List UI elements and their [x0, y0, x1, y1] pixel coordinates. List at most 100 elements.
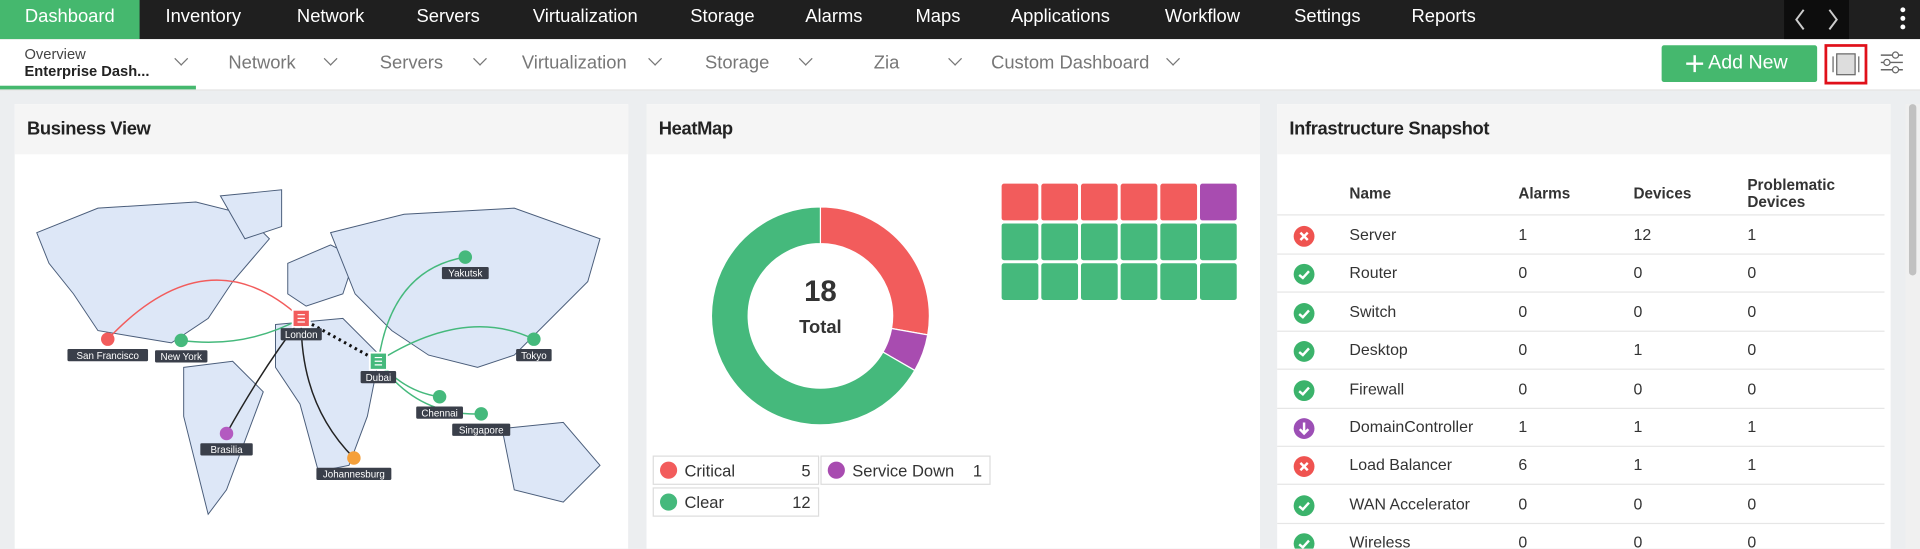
nav-item[interactable]: Settings	[1294, 6, 1361, 27]
infrastructure-panel: Infrastructure Snapshot Name Alarms Device…	[1277, 104, 1891, 549]
heat-cell[interactable]	[1160, 223, 1198, 261]
nav-item[interactable]: Maps	[915, 6, 961, 27]
table-number: 1	[1633, 455, 1643, 475]
row-divider	[1277, 445, 1885, 447]
nav-item[interactable]: Virtualization	[532, 6, 638, 27]
fullscreen-button[interactable]	[1824, 44, 1868, 85]
map-node[interactable]	[219, 426, 234, 441]
device-name[interactable]: WAN Accelerator	[1349, 494, 1470, 513]
device-name[interactable]: Firewall	[1349, 379, 1405, 398]
status-circle	[1293, 495, 1315, 516]
nav-item[interactable]: Network	[296, 6, 365, 27]
nav-item[interactable]: Workflow	[1164, 6, 1241, 27]
table-number: 0	[1633, 263, 1643, 283]
nav-item[interactable]: Applications	[1010, 6, 1110, 27]
legend-item[interactable]: Critical 5	[652, 455, 820, 485]
chevron[interactable]	[648, 51, 663, 66]
column-header: Alarms	[1518, 184, 1571, 203]
more-menu[interactable]	[1893, 0, 1913, 39]
heat-cell[interactable]	[1160, 183, 1198, 221]
heat-cell[interactable]	[1160, 263, 1198, 300]
node-label-bg	[416, 406, 463, 419]
device-name[interactable]: Server	[1349, 225, 1397, 244]
status-glyph	[1298, 501, 1310, 511]
device-name[interactable]: Wireless	[1349, 532, 1411, 549]
row-divider	[1277, 291, 1885, 294]
overview-label[interactable]: Overview	[24, 45, 86, 63]
sub-tab[interactable]: Storage	[704, 52, 770, 74]
snapshot-table: Name Alarms Devices Problematic Devices Serv…	[1277, 156, 1890, 549]
heat-cell[interactable]	[1080, 263, 1118, 300]
heat-cell[interactable]	[1200, 223, 1237, 261]
sub-tab[interactable]: Servers	[379, 52, 444, 74]
heat-cell[interactable]	[1041, 183, 1079, 221]
heat-cell[interactable]	[1120, 183, 1158, 221]
donut-segment[interactable]	[710, 206, 916, 426]
chevron[interactable]	[323, 51, 338, 66]
heat-cell[interactable]	[1200, 263, 1237, 300]
node-label: New York	[161, 352, 202, 363]
overview-value[interactable]: Enterprise Dash...	[24, 62, 150, 80]
table-number: 0	[1518, 263, 1528, 283]
map-link	[377, 326, 535, 362]
legend-item[interactable]: Service Down 1	[820, 455, 991, 485]
device-name[interactable]: DomainController	[1349, 417, 1474, 436]
status-glyph	[1298, 309, 1310, 319]
nav-item[interactable]: Reports	[1411, 6, 1476, 27]
table-number: 0	[1747, 494, 1757, 513]
heat-cell[interactable]	[1001, 263, 1039, 300]
sub-tab[interactable]: Zia	[873, 52, 900, 74]
map-node[interactable]	[458, 250, 473, 264]
table-number: 0	[1518, 302, 1528, 321]
heat-cell[interactable]	[1080, 183, 1118, 221]
sub-tab[interactable]: Custom Dashboard	[991, 52, 1150, 74]
nav-item[interactable]: Storage	[690, 6, 755, 27]
map-node[interactable]	[174, 333, 188, 348]
panel-title: HeatMap	[646, 104, 1260, 155]
chevron[interactable]	[174, 51, 189, 66]
top-nav: Dashboard Inventory Network Servers Virtual…	[0, 0, 1920, 40]
map-node[interactable]	[527, 332, 541, 346]
map-link	[107, 279, 302, 340]
heat-cell[interactable]	[1001, 223, 1039, 261]
nav-item[interactable]: Inventory	[165, 6, 242, 27]
heat-cell[interactable]	[1120, 263, 1158, 300]
heat-cell[interactable]	[1041, 223, 1079, 261]
heat-cell[interactable]	[1041, 263, 1079, 300]
chevron[interactable]	[1166, 51, 1180, 66]
map-node[interactable]	[101, 332, 115, 346]
status-icon	[1293, 456, 1315, 478]
map-node[interactable]	[432, 390, 447, 404]
nav-item[interactable]: Servers	[416, 6, 480, 27]
legend-label: Service Down	[852, 461, 955, 480]
sub-tab[interactable]: Virtualization	[521, 52, 627, 74]
status-icon	[1293, 495, 1315, 516]
add-new-button[interactable]: Add New	[1661, 45, 1818, 83]
legend-item[interactable]: Clear 12	[652, 487, 820, 517]
row-divider	[1277, 407, 1885, 409]
heat-cell[interactable]	[1200, 183, 1237, 221]
arrow-icons	[1795, 9, 1838, 30]
device-name[interactable]: Switch	[1349, 302, 1397, 321]
nav-item[interactable]: Alarms	[805, 6, 863, 27]
device-name[interactable]: Desktop	[1349, 340, 1408, 360]
legend-swatch	[660, 461, 678, 479]
nav-item-active[interactable]: Dashboard	[0, 0, 140, 40]
map-link	[377, 360, 482, 415]
map-node[interactable]	[347, 451, 361, 465]
nav-arrows[interactable]	[1784, 0, 1849, 40]
chevron[interactable]	[948, 51, 963, 66]
chevron[interactable]	[798, 51, 813, 66]
scrollbar-thumb[interactable]	[1908, 104, 1917, 276]
sub-tab[interactable]: Network	[228, 52, 296, 74]
settings-sliders[interactable]	[1878, 49, 1905, 76]
status-icon	[1293, 341, 1315, 363]
heat-cell[interactable]	[1120, 223, 1158, 261]
chevron[interactable]	[473, 51, 487, 66]
device-name[interactable]: Load Balancer	[1349, 455, 1453, 475]
heat-cell[interactable]	[1080, 223, 1118, 261]
heat-cell[interactable]	[1001, 183, 1039, 221]
map-node[interactable]	[474, 407, 488, 421]
device-name[interactable]: Router	[1349, 263, 1398, 283]
